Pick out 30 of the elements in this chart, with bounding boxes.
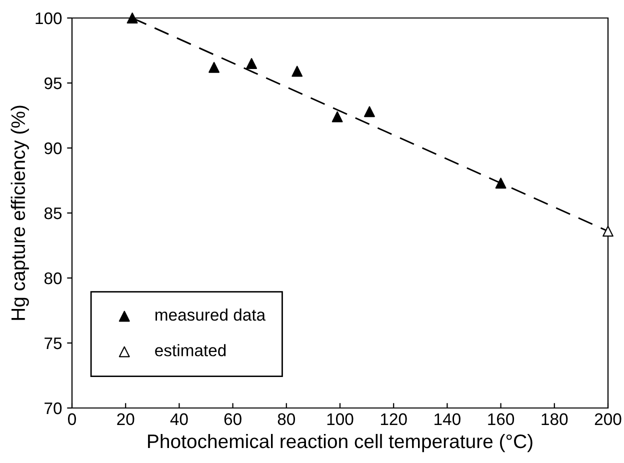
y-tick-label: 70 bbox=[44, 402, 62, 414]
y-tick-label: 100 bbox=[36, 12, 62, 24]
x-tick-label: 60 bbox=[224, 413, 242, 426]
y-axis-title: Hg capture efficiency (%) bbox=[10, 106, 29, 320]
point bbox=[602, 226, 614, 237]
point bbox=[208, 62, 220, 73]
x-tick-label: 40 bbox=[170, 413, 188, 426]
x-tick-label: 80 bbox=[278, 413, 296, 426]
x-tick-label: 140 bbox=[434, 413, 460, 426]
x-tick-label: 180 bbox=[542, 413, 568, 426]
y-tick-label: 90 bbox=[44, 142, 62, 154]
y-tick-label: 75 bbox=[44, 338, 62, 350]
point bbox=[495, 178, 506, 189]
point bbox=[246, 58, 258, 69]
x-tick-label: 120 bbox=[380, 413, 407, 426]
x-tick-label: 200 bbox=[594, 413, 622, 426]
x-tick-label: 0 bbox=[68, 413, 76, 426]
x-tick-label: 20 bbox=[117, 413, 134, 426]
point bbox=[364, 106, 375, 118]
y-tick-label: 95 bbox=[44, 77, 62, 90]
legend-label: estimated bbox=[155, 344, 226, 356]
point bbox=[126, 12, 138, 24]
legend-label: measured data bbox=[155, 308, 266, 321]
point bbox=[332, 111, 343, 122]
x-axis-title: Photochemical reaction cell temperature (°C) bbox=[148, 434, 532, 452]
y-tick-label: 80 bbox=[44, 272, 62, 284]
y-tick-label: 85 bbox=[44, 207, 62, 220]
x-tick-label: 160 bbox=[488, 413, 514, 426]
x-tick-label: 100 bbox=[327, 413, 354, 426]
point bbox=[292, 66, 303, 77]
